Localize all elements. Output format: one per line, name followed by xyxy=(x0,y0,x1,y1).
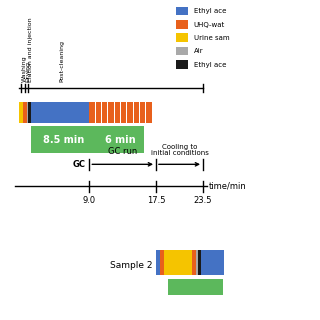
Bar xyxy=(192,250,196,275)
Bar xyxy=(133,102,139,124)
Text: time/min: time/min xyxy=(208,182,246,191)
Bar xyxy=(108,102,114,124)
Bar xyxy=(220,250,224,275)
Text: Drying: Drying xyxy=(25,60,30,82)
Bar xyxy=(28,102,31,124)
Bar xyxy=(19,102,23,124)
Bar xyxy=(115,102,120,124)
Text: 17.5: 17.5 xyxy=(147,196,165,205)
Text: 9.0: 9.0 xyxy=(83,196,96,205)
Text: Sample 2: Sample 2 xyxy=(109,260,152,269)
Bar xyxy=(168,279,223,295)
Bar xyxy=(97,126,144,153)
Bar xyxy=(210,250,215,275)
Text: Post-cleaning: Post-cleaning xyxy=(60,40,65,82)
Bar xyxy=(31,102,89,124)
Text: 23.5: 23.5 xyxy=(194,196,212,205)
Text: GC: GC xyxy=(72,160,85,169)
Text: Cooling to
initial conditions: Cooling to initial conditions xyxy=(150,144,208,156)
Bar xyxy=(201,250,205,275)
Bar xyxy=(121,102,126,124)
Bar xyxy=(156,250,160,275)
Text: GC run: GC run xyxy=(108,147,137,156)
Bar xyxy=(160,250,164,275)
Bar xyxy=(215,250,220,275)
Bar xyxy=(127,102,133,124)
Bar xyxy=(89,102,95,124)
Bar xyxy=(205,250,210,275)
Bar xyxy=(140,102,145,124)
Bar xyxy=(31,126,97,153)
Bar xyxy=(196,250,198,275)
Bar xyxy=(23,102,27,124)
Bar xyxy=(27,102,28,124)
Bar xyxy=(102,102,108,124)
Text: 8.5 min: 8.5 min xyxy=(43,135,84,145)
Text: 6 min: 6 min xyxy=(105,135,136,145)
Bar xyxy=(96,102,101,124)
Bar xyxy=(146,102,152,124)
Text: Washing: Washing xyxy=(21,55,26,82)
Legend: Ethyl ace, UHQ-wat, Urine sam, Air, Ethyl ace: Ethyl ace, UHQ-wat, Urine sam, Air, Ethy… xyxy=(175,7,229,68)
Bar xyxy=(198,250,201,275)
Bar xyxy=(164,250,192,275)
Text: Elution and injection: Elution and injection xyxy=(28,17,33,82)
